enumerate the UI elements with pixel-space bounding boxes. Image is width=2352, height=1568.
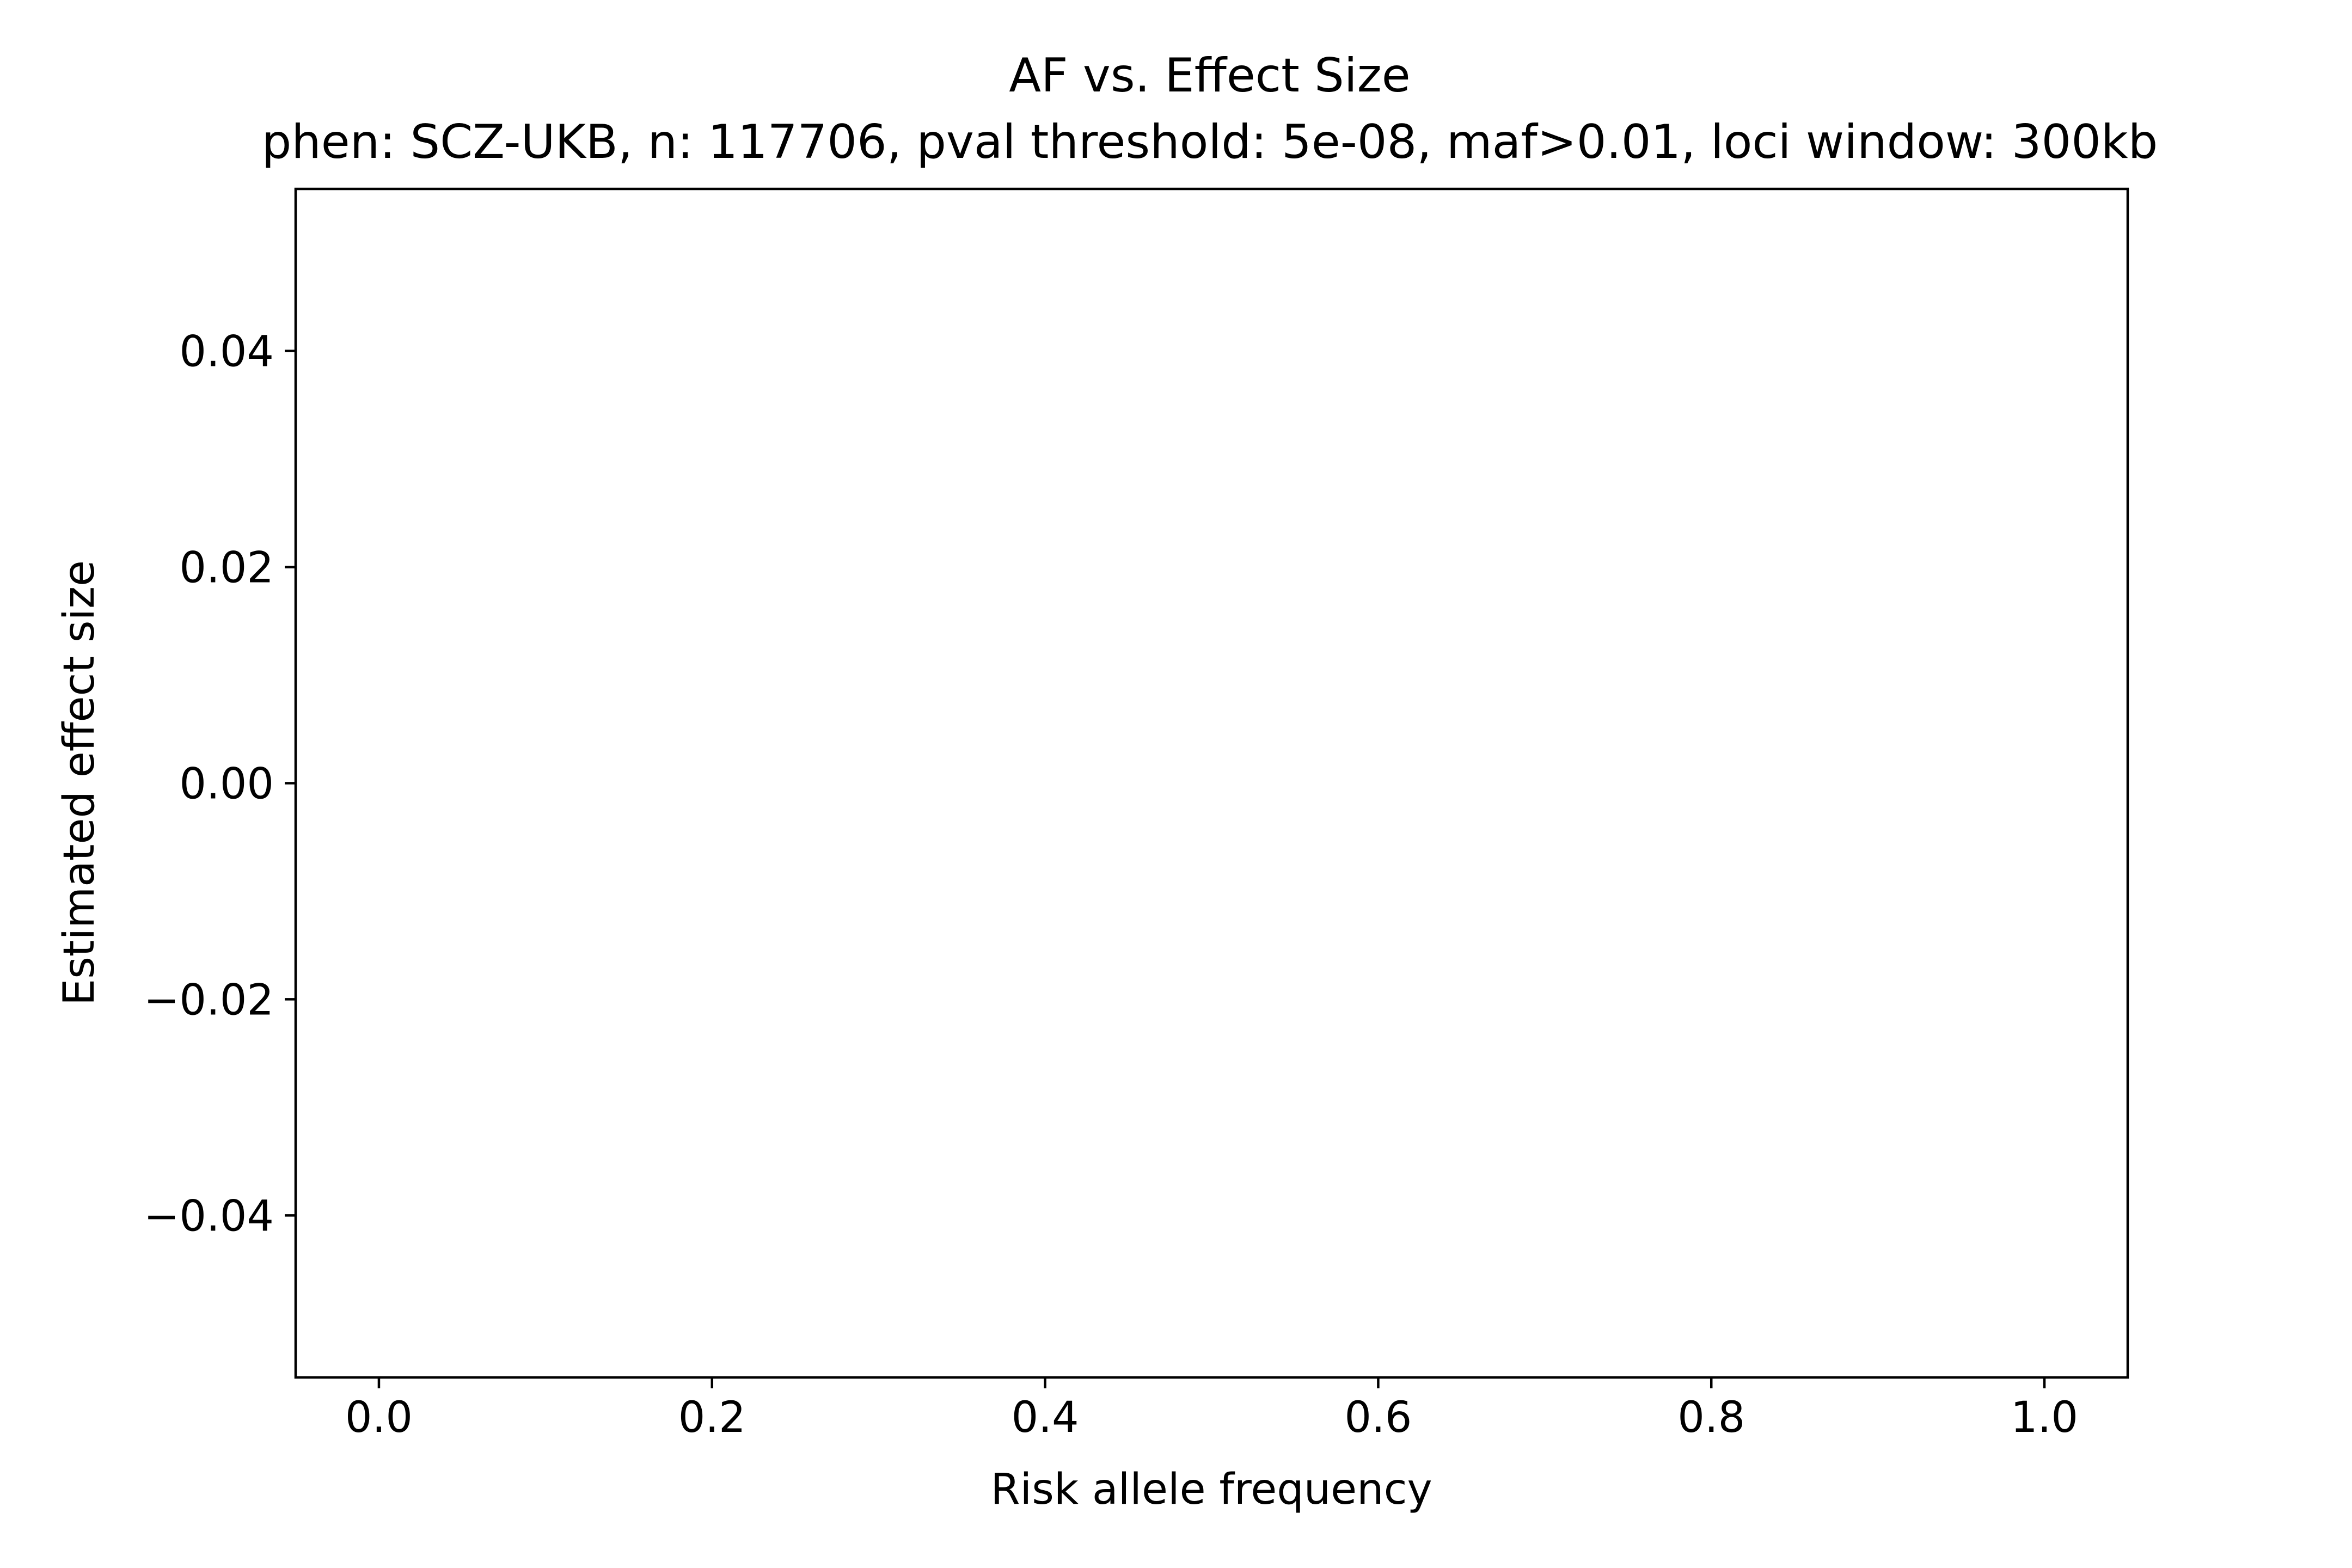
x-tick-label: 0.4 <box>1012 1393 1079 1442</box>
plot-frame <box>294 187 2129 1379</box>
chart-subtitle: phen: SCZ-UKB, n: 117706, pval threshold… <box>262 115 2158 169</box>
x-tick-label: 0.0 <box>345 1393 413 1442</box>
y-tick-label: −0.02 <box>144 976 274 1025</box>
x-tick-label: 0.2 <box>678 1393 746 1442</box>
x-axis-ticks: 0.0 0.2 0.4 0.6 0.8 1.0 <box>345 1377 2078 1442</box>
y-tick-label: 0.04 <box>179 328 274 377</box>
y-tick-label: 0.00 <box>179 760 274 809</box>
y-axis-label: Estimated effect size <box>55 560 104 1006</box>
x-tick-label: 1.0 <box>2011 1393 2078 1442</box>
y-tick-label: −0.04 <box>144 1192 274 1241</box>
y-tick-label: 0.02 <box>179 544 274 593</box>
x-tick-label: 0.6 <box>1344 1393 1412 1442</box>
chart-title: AF vs. Effect Size <box>1009 48 1410 103</box>
x-axis-label: Risk allele frequency <box>990 1465 1432 1514</box>
y-axis-ticks: 0.04 0.02 0.00 −0.02 −0.04 <box>144 328 296 1241</box>
x-tick-label: 0.8 <box>1677 1393 1745 1442</box>
